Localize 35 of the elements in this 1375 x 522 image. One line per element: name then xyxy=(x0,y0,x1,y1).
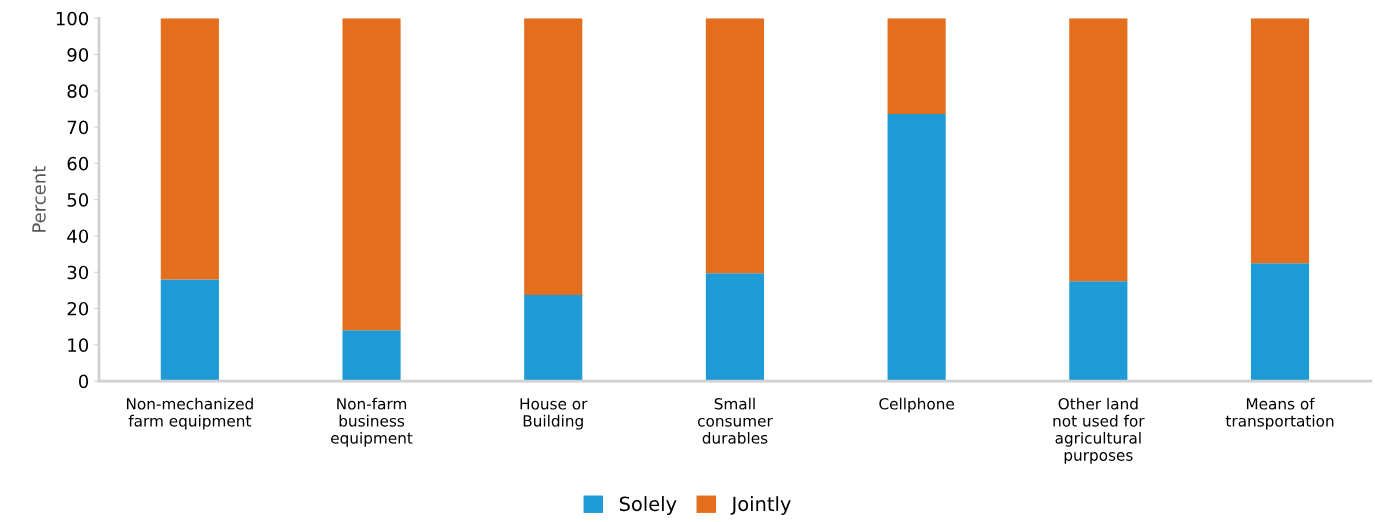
x-tick-label: Small consumer durables xyxy=(697,397,773,444)
x-tick-label: Other land not used for agricultural purposes xyxy=(1053,397,1145,464)
y-tick-label: 40 xyxy=(67,229,89,244)
bar xyxy=(1069,281,1128,382)
y-tick-label: 0 xyxy=(78,374,89,389)
bar xyxy=(524,18,583,296)
bar xyxy=(524,295,583,382)
x-tick-label: Means of transportation xyxy=(1225,397,1334,430)
bar xyxy=(705,273,765,382)
x-tick-label: Cellphone xyxy=(879,397,954,413)
y-tick-label: 20 xyxy=(67,301,89,316)
legend-label: Solely xyxy=(619,496,677,515)
bar xyxy=(1069,18,1128,282)
y-tick-label: 10 xyxy=(68,338,89,352)
y-tick-label: 50 xyxy=(67,193,89,207)
x-tick-label: Non-farm business equipment xyxy=(331,397,413,447)
y-tick-label: 30 xyxy=(67,265,89,280)
x-tick-label: House or Building xyxy=(520,398,588,430)
bar xyxy=(160,279,219,382)
y-tick-label: 90 xyxy=(67,48,89,62)
y-tick-label: 70 xyxy=(67,120,89,135)
bar xyxy=(887,114,946,382)
bar xyxy=(160,18,219,280)
bar xyxy=(1250,18,1310,264)
bar xyxy=(1250,263,1310,382)
bar xyxy=(705,18,765,274)
y-tick-label: 80 xyxy=(67,84,89,98)
y-tick-label: 60 xyxy=(67,156,89,171)
x-tick-label: Non-mechanized farm equipment xyxy=(126,397,253,430)
bar xyxy=(342,18,401,331)
y-axis-title: Percent xyxy=(32,166,46,232)
bar xyxy=(887,18,946,115)
legend-label: Jointly xyxy=(730,496,791,515)
y-tick-label: 100 xyxy=(56,11,89,26)
bar xyxy=(342,330,401,382)
